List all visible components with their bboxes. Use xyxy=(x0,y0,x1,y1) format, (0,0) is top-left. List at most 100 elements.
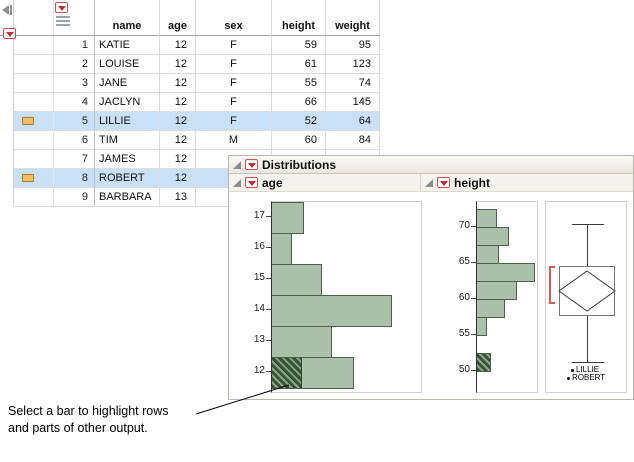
cell-name[interactable]: JACLYN xyxy=(95,93,160,112)
cell-age[interactable]: 12 xyxy=(160,93,196,112)
age-bar-12-selected-portion[interactable] xyxy=(272,358,302,388)
height-bar-50-52-selected[interactable] xyxy=(477,353,491,372)
row-number[interactable]: 6 xyxy=(54,131,95,150)
cell-name[interactable]: KATIE xyxy=(95,36,160,55)
distributions-titlebar: Distributions xyxy=(229,156,633,174)
cell-name[interactable]: TIM xyxy=(95,131,160,150)
cell-sex[interactable]: F xyxy=(196,74,272,93)
cell-weight[interactable]: 95 xyxy=(326,36,380,55)
labeled-point[interactable]: ROBERT xyxy=(567,374,605,382)
row-number[interactable]: 3 xyxy=(54,74,95,93)
age-bar-13[interactable] xyxy=(272,326,332,358)
height-red-triangle-icon[interactable] xyxy=(437,177,450,188)
boxplot-bottom-cap xyxy=(572,362,604,363)
age-bar-14[interactable] xyxy=(272,295,392,327)
cell-height[interactable]: 60 xyxy=(272,131,326,150)
column-header-name[interactable]: name xyxy=(95,0,160,36)
row-edge xyxy=(0,112,14,131)
column-header-height[interactable]: height xyxy=(272,0,326,36)
row-number[interactable]: 7 xyxy=(54,150,95,169)
cell-age[interactable]: 12 xyxy=(160,55,196,74)
cell-name[interactable]: JAMES xyxy=(95,150,160,169)
height-bar-62-65[interactable] xyxy=(477,263,535,282)
column-header-weight[interactable]: weight xyxy=(326,0,380,36)
tick-mark xyxy=(266,278,271,279)
height-bar-55-57[interactable] xyxy=(477,317,487,336)
cell-weight[interactable]: 74 xyxy=(326,74,380,93)
row-edge xyxy=(0,169,14,188)
row-marker-cell xyxy=(14,150,54,169)
height-bar-57-60[interactable] xyxy=(477,299,505,318)
cell-age[interactable]: 12 xyxy=(160,112,196,131)
disclosure-triangle-icon[interactable] xyxy=(233,160,241,169)
age-bar-17[interactable] xyxy=(272,202,304,234)
cell-height[interactable]: 66 xyxy=(272,93,326,112)
age-bar-12[interactable] xyxy=(272,357,354,389)
labeled-point[interactable]: LILLIE xyxy=(571,366,599,374)
tick-mark xyxy=(471,334,476,335)
row-number[interactable]: 8 xyxy=(54,169,95,188)
cell-age[interactable]: 12 xyxy=(160,74,196,93)
row-number[interactable]: 1 xyxy=(54,36,95,55)
cell-height[interactable]: 55 xyxy=(272,74,326,93)
table-header-row: name age sex height weight xyxy=(0,0,380,36)
cell-height[interactable]: 52 xyxy=(272,112,326,131)
cell-weight[interactable]: 64 xyxy=(326,112,380,131)
tick-mark xyxy=(471,370,476,371)
row-number[interactable]: 2 xyxy=(54,55,95,74)
row-number[interactable]: 5 xyxy=(54,112,95,131)
cell-name[interactable]: LOUISE xyxy=(95,55,160,74)
height-bar-65-67[interactable] xyxy=(477,245,499,264)
cell-name[interactable]: ROBERT xyxy=(95,169,160,188)
disclosure-triangle-icon[interactable] xyxy=(425,178,433,187)
cell-weight[interactable]: 84 xyxy=(326,131,380,150)
box-plot: LILLIE ROBERT xyxy=(545,201,627,393)
height-axis-tick: 55 xyxy=(458,328,470,339)
cell-sex[interactable]: F xyxy=(196,93,272,112)
cell-name[interactable]: LILLIE xyxy=(95,112,160,131)
columns-red-triangle-icon[interactable] xyxy=(55,2,68,13)
age-bar-16[interactable] xyxy=(272,233,292,265)
row-number[interactable]: 4 xyxy=(54,93,95,112)
cell-age[interactable]: 12 xyxy=(160,36,196,55)
panel-collapse-icon[interactable] xyxy=(2,5,9,15)
cell-height[interactable]: 61 xyxy=(272,55,326,74)
distributions-red-triangle-icon[interactable] xyxy=(245,159,258,170)
height-bar-60-62[interactable] xyxy=(477,281,517,300)
cell-age[interactable]: 12 xyxy=(160,131,196,150)
tick-mark xyxy=(266,371,271,372)
row-edge xyxy=(0,188,14,207)
column-header-sex[interactable]: sex xyxy=(196,0,272,36)
row-label-marker-icon xyxy=(22,174,34,182)
row-edge xyxy=(0,74,14,93)
cell-age[interactable]: 12 xyxy=(160,150,196,169)
row-selection-glyph-icon[interactable] xyxy=(56,16,70,27)
cell-weight[interactable]: 123 xyxy=(326,55,380,74)
cell-sex[interactable]: F xyxy=(196,112,272,131)
column-header-age[interactable]: age xyxy=(160,0,196,36)
rows-red-triangle-icon[interactable] xyxy=(3,28,16,39)
cell-height[interactable]: 59 xyxy=(272,36,326,55)
age-red-triangle-icon[interactable] xyxy=(245,177,258,188)
height-bar-70-72[interactable] xyxy=(477,209,497,228)
height-section-header: height xyxy=(421,174,633,192)
age-axis-tick: 15 xyxy=(253,272,265,283)
boxplot-upper-whisker xyxy=(587,224,588,266)
table-row: 2 LOUISE 12 F 61 123 xyxy=(0,55,380,74)
cell-name[interactable]: BARBARA xyxy=(95,188,160,207)
cell-sex[interactable]: F xyxy=(196,55,272,74)
cell-weight[interactable]: 145 xyxy=(326,93,380,112)
row-edge xyxy=(0,55,14,74)
cell-age[interactable]: 12 xyxy=(160,169,196,188)
row-number[interactable]: 9 xyxy=(54,188,95,207)
disclosure-triangle-icon[interactable] xyxy=(233,178,241,187)
shortest-half-bracket-icon xyxy=(549,266,555,304)
cell-age[interactable]: 13 xyxy=(160,188,196,207)
height-bar-67-70[interactable] xyxy=(477,227,509,246)
age-bar-15[interactable] xyxy=(272,264,322,296)
age-histogram-plot xyxy=(271,201,422,393)
cell-name[interactable]: JANE xyxy=(95,74,160,93)
cell-sex[interactable]: M xyxy=(196,131,272,150)
cell-sex[interactable]: F xyxy=(196,36,272,55)
